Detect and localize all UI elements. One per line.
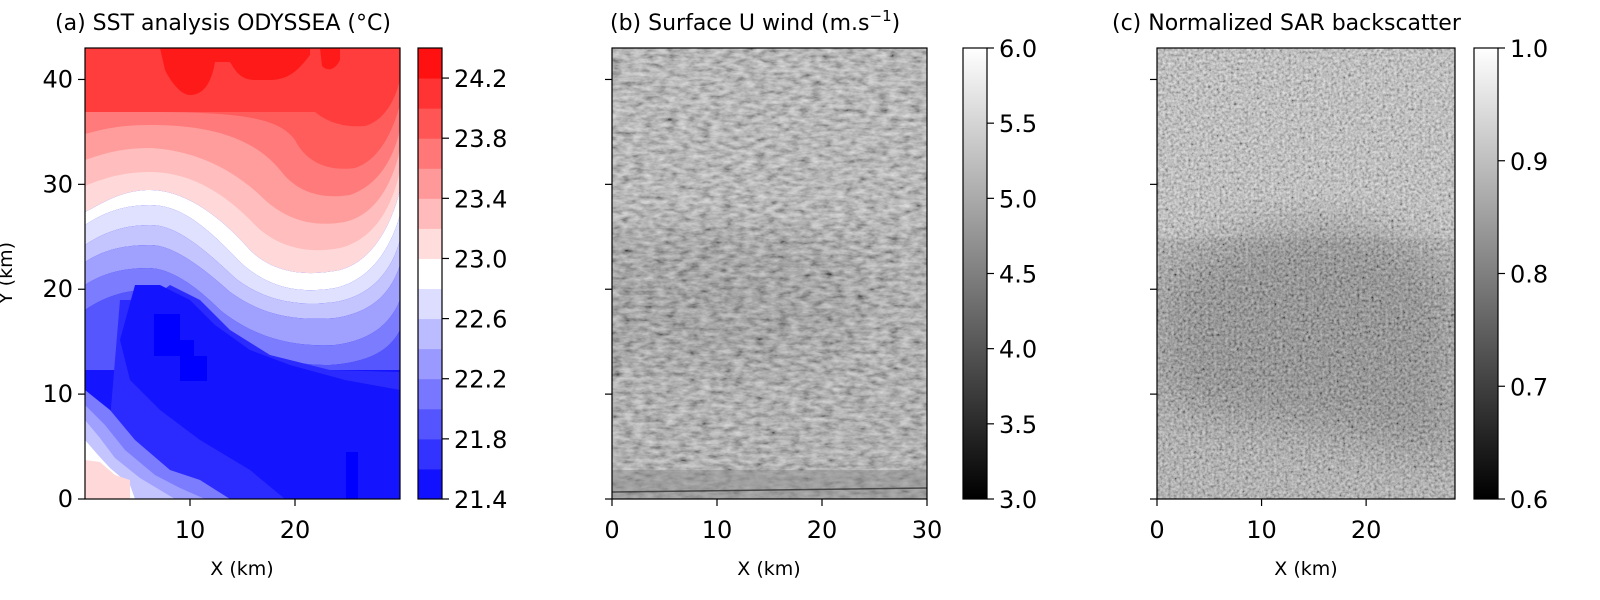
panel-a-colorbar-level (418, 468, 442, 500)
panel-a: (a) SST analysis ODYSSEA (°C) (0, 11, 507, 580)
panel-b-colorbar-label: 4.5 (999, 261, 1037, 289)
panel-a-ylabel: Y (km) (0, 242, 17, 305)
panel-b-xtick-label: 0 (604, 516, 619, 544)
panel-b-colorbar: 3.0 3.5 4.0 4.5 5.0 5.5 6.0 (962, 35, 1037, 514)
panel-a-colorbar-level (418, 378, 442, 410)
panel-a-colorbar-level (418, 438, 442, 470)
panel-b-axes: 0 10 20 30 (604, 78, 943, 544)
panel-a-ytick-label: 20 (42, 275, 73, 303)
panel-c-colorbar-label: 1.0 (1510, 35, 1548, 63)
panel-a-colorbar: 21.4 21.8 22.2 22.6 23.0 23.4 23.8 24.2 (417, 47, 507, 514)
panel-b-colorbar-label: 5.0 (999, 185, 1037, 213)
panel-a-colorbar-label: 24.2 (454, 65, 507, 93)
panel-b-xtick-label: 30 (912, 516, 943, 544)
panel-a-colorbar-label: 23.0 (454, 245, 507, 273)
panel-b-colorbar-label: 6.0 (999, 35, 1037, 63)
panel-b-title: (b) Surface U wind (m.s−1) (610, 7, 900, 36)
panel-b-colorbar-fill (963, 48, 987, 499)
panel-c-colorbar-label: 0.6 (1510, 486, 1548, 514)
panel-b-frame (611, 47, 928, 500)
panel-c-colorbar-label: 0.8 (1510, 261, 1548, 289)
panel-c-frame (1156, 47, 1456, 500)
panel-a-colorbar-level (418, 228, 442, 259)
panel-a-title: (a) SST analysis ODYSSEA (°C) (55, 11, 391, 36)
panel-a-frame (84, 47, 401, 500)
panel-c-colorbar: 0.6 0.7 0.8 0.9 1.0 (1473, 35, 1548, 514)
panel-a-colorbar-level (418, 168, 442, 199)
panel-b-xlabel: X (km) (737, 558, 800, 580)
panel-c-axes: 0 10 20 (1149, 78, 1382, 544)
panel-a-colorbar-level (418, 198, 442, 229)
panel-c-colorbar-fill (1474, 48, 1498, 499)
panel-a-ytick-label: 0 (58, 485, 73, 513)
panel-a-colorbar-level (418, 348, 442, 380)
panel-b: (b) Surface U wind (m.s−1) 0 10 20 30 X (km… (604, 7, 1037, 580)
panel-a-colorbar-label: 21.4 (454, 486, 507, 514)
panel-c-colorbar-label: 0.9 (1510, 148, 1548, 176)
panel-c-xlabel: X (km) (1274, 558, 1337, 580)
panel-a-ytick-label: 30 (42, 170, 73, 198)
panel-a-ytick-label: 10 (42, 380, 73, 408)
panel-b-colorbar-label: 3.0 (999, 486, 1037, 514)
panel-a-colorbar-frame (417, 47, 443, 500)
panel-b-xtick-label: 20 (807, 516, 838, 544)
panel-a-colorbar-label: 22.2 (454, 366, 507, 394)
panel-a-colorbar-level (418, 258, 442, 290)
panel-c-xtick-label: 20 (1351, 516, 1382, 544)
panel-c-xtick-label: 0 (1149, 516, 1164, 544)
panel-a-colorbar-label: 22.6 (454, 306, 507, 334)
panel-b-colorbar-label: 3.5 (999, 411, 1037, 439)
panel-c-colorbar-label: 0.7 (1510, 373, 1548, 401)
panel-a-colorbar-level (418, 108, 442, 139)
panel-a-colorbar-level (418, 78, 442, 109)
wind-map (612, 48, 927, 499)
panel-c-xtick-label: 10 (1246, 516, 1277, 544)
panel-a-xtick-label: 20 (280, 516, 311, 544)
panel-a-colorbar-level (418, 288, 442, 320)
panel-a-xlabel: X (km) (210, 558, 273, 580)
panel-b-xtick-label: 10 (702, 516, 733, 544)
panel-a-colorbar-level (418, 138, 442, 169)
panel-a-xtick-label: 10 (175, 516, 206, 544)
panel-a-ytick-label: 40 (42, 65, 73, 93)
sst-map (85, 48, 400, 499)
panel-a-colorbar-label: 23.4 (454, 185, 507, 213)
panel-a-colorbar-level (418, 48, 442, 79)
panel-b-colorbar-label: 5.5 (999, 110, 1037, 138)
sar-map (1157, 48, 1455, 499)
panel-a-colorbar-level (418, 318, 442, 350)
panel-a-colorbar-label: 23.8 (454, 125, 507, 153)
panel-a-colorbar-label: 21.8 (454, 426, 507, 454)
panel-a-axes: 10 20 0 10 20 30 40 (42, 65, 310, 544)
panel-b-colorbar-label: 4.0 (999, 336, 1037, 364)
panel-c-title: (c) Normalized SAR backscatter (1112, 11, 1462, 36)
panel-a-colorbar-level (418, 408, 442, 440)
panel-c: (c) Normalized SAR backscatter 0 10 20 X (… (1112, 11, 1548, 580)
